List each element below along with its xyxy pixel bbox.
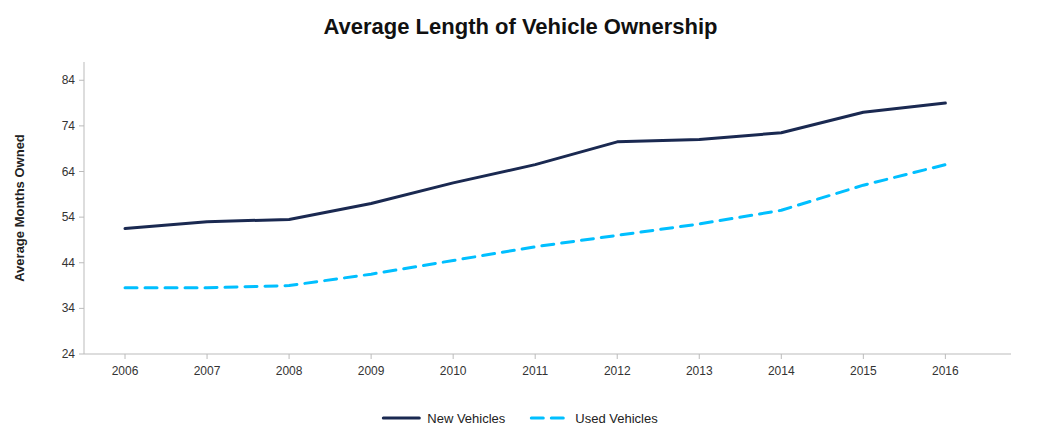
legend-swatch: [383, 417, 419, 420]
x-tick-label: 2011: [522, 364, 548, 378]
x-tick-label: 2010: [440, 364, 467, 378]
x-tick: [535, 354, 536, 359]
y-tick-label: 44: [62, 256, 76, 270]
y-tick: [79, 171, 84, 172]
x-tick: [371, 354, 372, 359]
legend: New Vehicles Used Vehicles: [383, 411, 658, 426]
x-tick-label: 2012: [604, 364, 631, 378]
x-tick: [453, 354, 454, 359]
y-tick: [79, 80, 84, 81]
y-tick: [79, 308, 84, 309]
x-tick-label: 2013: [686, 364, 713, 378]
x-tick-label: 2006: [112, 364, 139, 378]
x-tick: [617, 354, 618, 359]
y-tick: [79, 354, 84, 355]
legend-swatch: [531, 417, 567, 420]
series: [125, 103, 945, 288]
x-tick: [945, 354, 946, 359]
y-tick-label: 84: [62, 73, 76, 87]
y-tick: [79, 262, 84, 263]
legend-label: Used Vehicles: [575, 411, 658, 426]
y-tick-label: 64: [62, 165, 76, 179]
y-tick-label: 34: [62, 301, 76, 315]
title: Average Length of Vehicle Ownership: [323, 14, 717, 39]
chart: Average Length of Vehicle Ownership 24 34 4…: [0, 0, 1041, 446]
series-line: [125, 103, 945, 228]
x-tick-label: 2007: [194, 364, 221, 378]
x-tick: [207, 354, 208, 359]
x-tick: [781, 354, 782, 359]
legend-item: Used Vehicles: [531, 411, 658, 426]
x-tick: [125, 354, 126, 359]
x-tick: [289, 354, 290, 359]
x-tick-label: 2015: [850, 364, 877, 378]
axes: 24 34 44 54 64 74 84 2006 2007 2008 2009 2010 2011 20…: [62, 62, 1011, 378]
x-tick-label: 2009: [358, 364, 385, 378]
x-axis-line: [84, 354, 1011, 355]
x-tick: [699, 354, 700, 359]
x-tick-label: 2016: [932, 364, 959, 378]
series-line: [125, 165, 945, 288]
y-tick-label: 74: [62, 119, 76, 133]
x-tick: [863, 354, 864, 359]
y-tick: [79, 217, 84, 218]
legend-label: New Vehicles: [427, 411, 506, 426]
legend-item: New Vehicles: [383, 411, 506, 426]
y-tick: [79, 125, 84, 126]
y-axis-line: [84, 62, 85, 354]
x-tick-label: 2014: [768, 364, 795, 378]
y-axis-label: Average Months Owned: [12, 134, 27, 282]
y-tick-label: 54: [62, 210, 76, 224]
y-tick-label: 24: [62, 347, 76, 361]
x-tick-label: 2008: [276, 364, 303, 378]
